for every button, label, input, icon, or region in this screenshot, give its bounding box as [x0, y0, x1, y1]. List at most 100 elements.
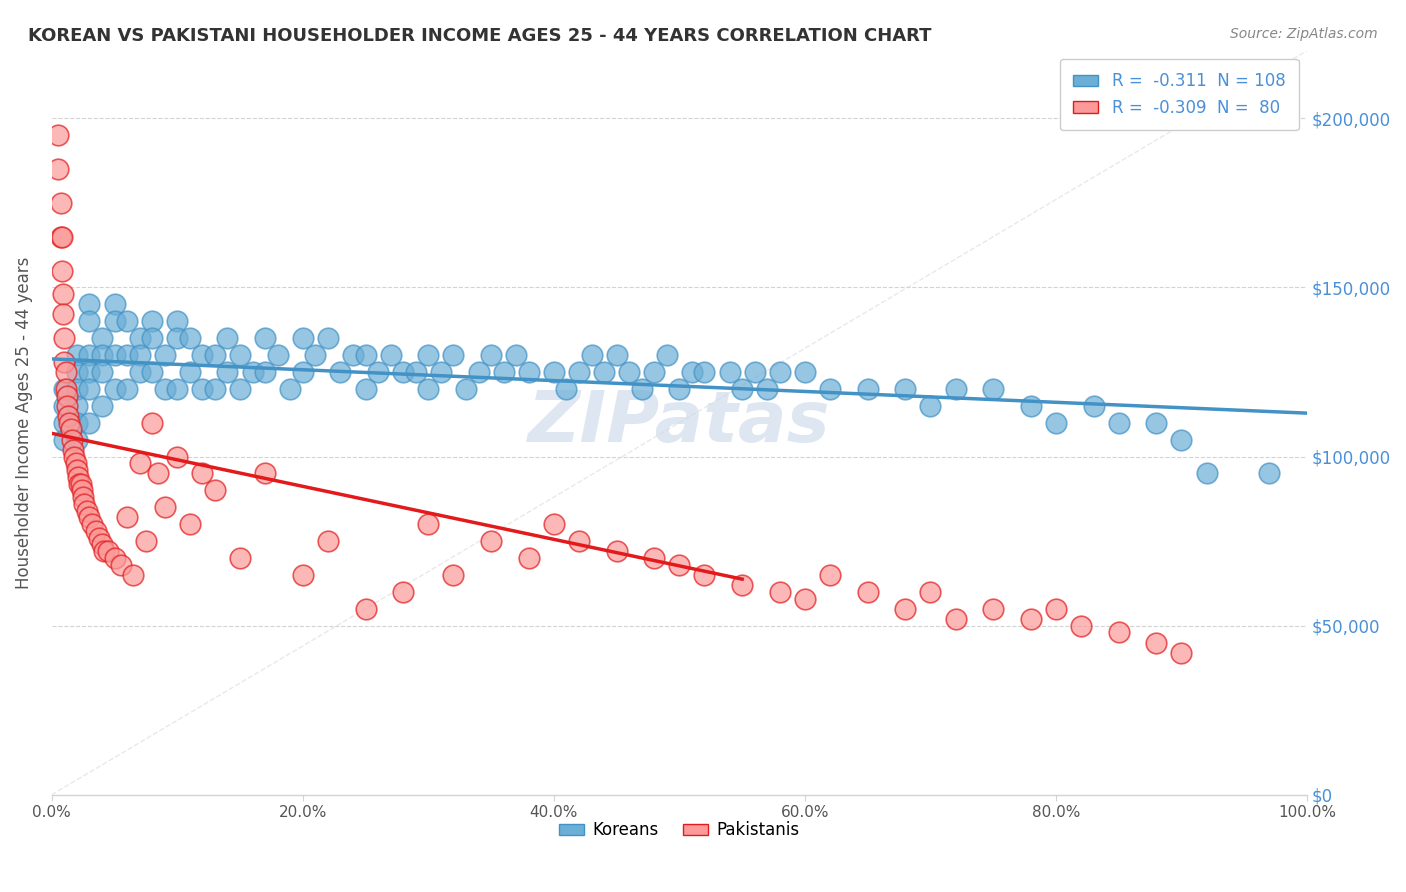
Point [818, 567, 841, 582]
Point [681, 365, 703, 379]
Point [392, 584, 415, 599]
Point [79, 365, 101, 379]
Point [153, 382, 176, 396]
Point [454, 382, 477, 396]
Point [418, 517, 440, 532]
Point [769, 365, 792, 379]
Point [441, 567, 464, 582]
Point [693, 567, 716, 582]
Point [643, 365, 665, 379]
Point [53, 433, 76, 447]
Point [103, 348, 125, 362]
Point [115, 348, 138, 362]
Point [166, 331, 188, 345]
Point [166, 314, 188, 328]
Point [1144, 416, 1167, 430]
Point [52, 287, 75, 301]
Point [291, 567, 314, 582]
Point [115, 314, 138, 328]
Point [69, 476, 91, 491]
Point [894, 382, 917, 396]
Point [51, 229, 73, 244]
Point [56, 409, 79, 423]
Point [66, 463, 89, 477]
Point [367, 365, 389, 379]
Point [46, 128, 69, 143]
Point [70, 483, 93, 498]
Point [141, 314, 163, 328]
Point [128, 348, 150, 362]
Point [97, 544, 120, 558]
Point [79, 510, 101, 524]
Point [60, 433, 83, 447]
Point [89, 531, 111, 545]
Point [1108, 416, 1130, 430]
Point [91, 331, 114, 345]
Point [316, 534, 339, 549]
Point [291, 365, 314, 379]
Point [920, 584, 942, 599]
Point [66, 433, 89, 447]
Point [217, 365, 239, 379]
Point [229, 382, 252, 396]
Point [278, 382, 301, 396]
Point [79, 297, 101, 311]
Point [103, 551, 125, 566]
Point [204, 483, 226, 498]
Point [52, 308, 75, 322]
Point [148, 467, 170, 481]
Point [72, 490, 94, 504]
Point [53, 355, 76, 369]
Point [53, 399, 76, 413]
Point [630, 382, 652, 396]
Text: KOREAN VS PAKISTANI HOUSEHOLDER INCOME AGES 25 - 44 YEARS CORRELATION CHART: KOREAN VS PAKISTANI HOUSEHOLDER INCOME A… [28, 27, 932, 45]
Point [242, 365, 264, 379]
Point [1019, 399, 1042, 413]
Point [981, 382, 1004, 396]
Point [1070, 618, 1092, 632]
Point [51, 263, 73, 277]
Y-axis label: Householder Income Ages 25 - 44 years: Householder Income Ages 25 - 44 years [15, 257, 32, 589]
Point [492, 365, 515, 379]
Point [267, 348, 290, 362]
Point [606, 348, 628, 362]
Point [66, 416, 89, 430]
Point [59, 422, 82, 436]
Point [718, 365, 741, 379]
Point [793, 591, 815, 606]
Point [920, 399, 942, 413]
Point [668, 382, 690, 396]
Point [517, 551, 540, 566]
Point [643, 551, 665, 566]
Point [62, 442, 84, 457]
Point [254, 365, 277, 379]
Point [517, 365, 540, 379]
Point [53, 382, 76, 396]
Point [58, 416, 80, 430]
Point [153, 348, 176, 362]
Point [543, 517, 565, 532]
Point [981, 601, 1004, 615]
Point [555, 382, 578, 396]
Point [1108, 625, 1130, 640]
Point [115, 382, 138, 396]
Point [66, 348, 89, 362]
Point [316, 331, 339, 345]
Point [84, 524, 107, 538]
Point [392, 365, 415, 379]
Point [49, 229, 72, 244]
Point [731, 382, 754, 396]
Point [1170, 433, 1192, 447]
Point [91, 365, 114, 379]
Point [354, 382, 377, 396]
Point [354, 348, 377, 362]
Point [894, 601, 917, 615]
Point [418, 382, 440, 396]
Point [128, 331, 150, 345]
Point [856, 382, 879, 396]
Legend: Koreans, Pakistanis: Koreans, Pakistanis [553, 814, 807, 846]
Point [217, 331, 239, 345]
Point [128, 365, 150, 379]
Point [229, 348, 252, 362]
Point [110, 558, 132, 572]
